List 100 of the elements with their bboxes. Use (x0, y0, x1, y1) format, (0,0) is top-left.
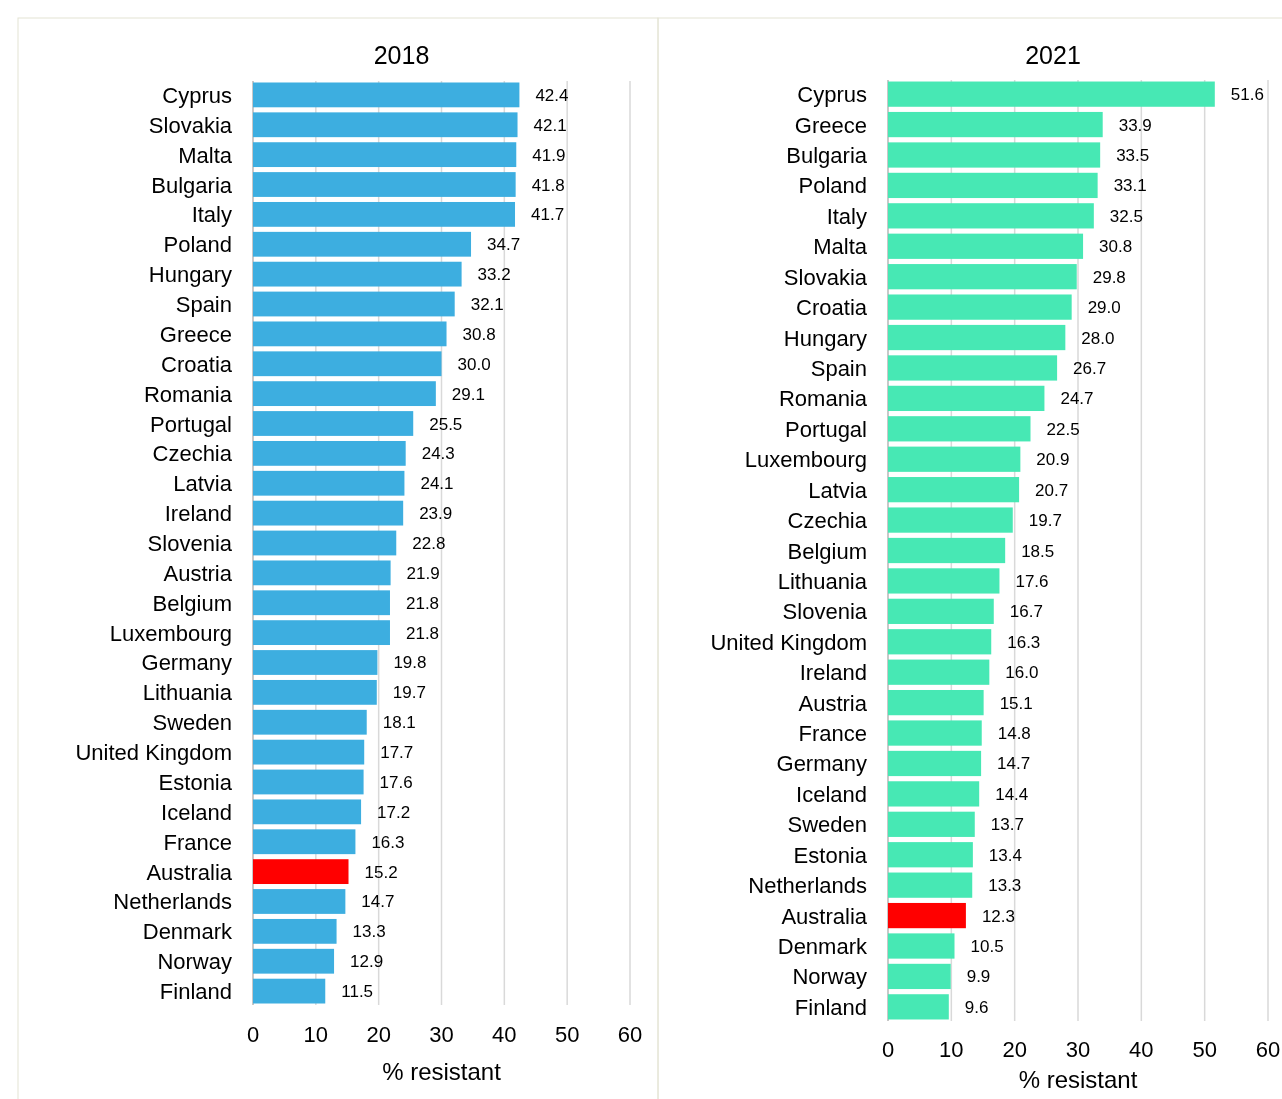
data-label: 41.9 (532, 145, 566, 165)
x-tick-label: 10 (303, 1022, 329, 1047)
data-label: 24.1 (420, 474, 454, 494)
data-label: 42.1 (533, 115, 567, 135)
y-tick-label: Germany (776, 751, 867, 777)
chart-title: 2021 (1025, 41, 1081, 69)
bar (253, 381, 436, 407)
bar (888, 233, 1084, 259)
data-label: 30.0 (457, 354, 491, 374)
data-label: 17.6 (379, 772, 413, 792)
y-tick-label: Slovakia (148, 112, 233, 138)
bar (888, 203, 1094, 229)
y-tick-label: Latvia (173, 471, 233, 497)
data-label: 21.8 (405, 623, 440, 643)
data-label: 17.2 (377, 802, 411, 822)
y-tick-label: Denmark (777, 934, 868, 960)
bar (253, 889, 346, 914)
data-label: 19.7 (1028, 511, 1062, 531)
data-label: 32.1 (470, 295, 504, 315)
bar (888, 507, 1013, 533)
y-tick-label: Italy (826, 203, 867, 229)
bar (253, 112, 518, 138)
bar (888, 142, 1101, 168)
chart-title: 2018 (373, 41, 430, 69)
y-tick-label: Ireland (164, 501, 232, 527)
x-tick-label: 30 (1065, 1037, 1091, 1062)
data-label: 22.8 (412, 534, 446, 553)
y-tick-label: Spain (810, 355, 867, 381)
bar (253, 859, 349, 885)
y-tick-label: Slovenia (147, 531, 233, 556)
y-tick-label: Greece (794, 112, 867, 138)
bar (888, 81, 1215, 107)
data-label: 17.7 (380, 743, 414, 763)
bar (253, 918, 337, 944)
data-label: 41.7 (531, 205, 565, 225)
data-label: 41.8 (531, 175, 565, 195)
bar (253, 978, 326, 1004)
data-label: 14.7 (361, 892, 395, 912)
y-tick-label: Austria (163, 560, 233, 586)
data-label: 29.1 (451, 384, 485, 404)
bar (888, 324, 1066, 351)
bar (888, 720, 982, 746)
y-tick-label: Finland (794, 994, 867, 1020)
y-tick-label: Czechia (152, 441, 233, 467)
bar (888, 781, 980, 807)
data-label: 11.5 (341, 982, 374, 1002)
bar (253, 590, 390, 616)
data-label: 13.7 (990, 815, 1024, 835)
bar (888, 842, 973, 868)
bar (888, 902, 966, 929)
bar (888, 750, 982, 777)
bar (888, 872, 973, 898)
data-label: 33.5 (1116, 145, 1150, 165)
data-label: 26.7 (1073, 358, 1107, 378)
bar (253, 231, 472, 257)
bar (888, 416, 1031, 442)
y-tick-label: Netherlands (748, 873, 867, 899)
y-tick-label: Italy (191, 202, 232, 228)
data-label: 15.1 (999, 693, 1033, 713)
y-tick-label: Bulgaria (786, 142, 868, 168)
data-label: 17.6 (1015, 571, 1049, 591)
y-tick-label: Estonia (793, 842, 868, 868)
data-label: 21.9 (406, 563, 440, 583)
y-tick-label: Germany (141, 650, 232, 676)
data-label: 14.4 (995, 784, 1029, 804)
data-label: 24.7 (1060, 389, 1094, 409)
bar (888, 568, 1000, 594)
data-label: 20.9 (1036, 450, 1070, 470)
y-tick-label: United Kingdom (710, 629, 867, 655)
y-tick-label: Iceland (796, 781, 867, 807)
bar (888, 385, 1045, 412)
y-tick-label: Croatia (796, 295, 868, 321)
bar (888, 629, 992, 655)
bar (888, 264, 1077, 290)
data-label: 20.7 (1035, 480, 1069, 500)
bar (253, 82, 520, 108)
bar (253, 679, 377, 705)
y-tick-label: Cyprus (162, 82, 232, 108)
y-tick-label: Australia (146, 859, 233, 885)
bar (888, 537, 1006, 564)
y-tick-label: Slovakia (783, 264, 868, 290)
data-label: 9.9 (966, 967, 991, 987)
data-label: 22.5 (1046, 419, 1080, 439)
data-label: 18.5 (1021, 541, 1055, 561)
data-label: 9.6 (964, 997, 989, 1017)
x-tick-label: 20 (366, 1022, 391, 1047)
bar (253, 620, 390, 646)
data-label: 14.7 (997, 754, 1031, 774)
y-tick-label: Malta (813, 234, 868, 260)
bar (888, 963, 951, 990)
data-label: 30.8 (1099, 237, 1133, 257)
y-tick-label: Iceland (161, 799, 232, 825)
y-tick-label: Finland (159, 979, 232, 1005)
data-label: 33.2 (477, 265, 511, 285)
bar (253, 739, 365, 765)
x-tick-label: 30 (429, 1022, 454, 1047)
x-tick-label: 50 (554, 1022, 580, 1047)
x-tick-label: 40 (492, 1022, 517, 1047)
bar (253, 440, 406, 466)
bar (253, 829, 356, 855)
